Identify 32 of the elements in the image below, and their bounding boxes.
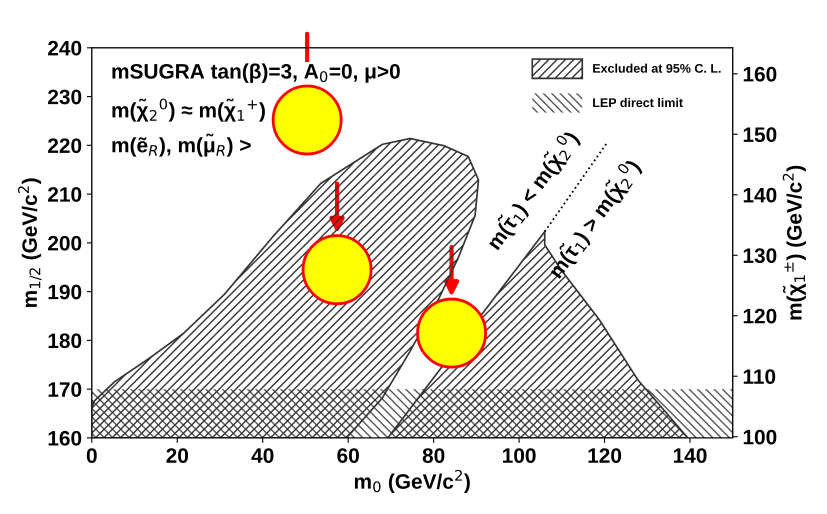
x-tick-label: 0 [86, 448, 97, 463]
y-tick-label: 170 [48, 382, 82, 397]
y-axis-title: m$_{1/2}$ (GeV/c$^{2}$) [18, 178, 42, 308]
y-tick-label: 190 [48, 284, 82, 300]
annotation: m(χ̃$_{2}$$^{0}$) ≈ m(χ̃$_{1}$$^{+}$) [112, 98, 265, 122]
legend-label: Excluded at 95% C. L. [593, 64, 721, 73]
y2-tick-label: 160 [744, 66, 776, 82]
y2-tick-label: 100 [744, 430, 776, 444]
y-tick-label: 220 [48, 138, 82, 154]
y2-tick-label: 150 [744, 127, 776, 142]
x-tick-label: 20 [166, 448, 188, 463]
y-tick-label: 180 [48, 333, 82, 348]
y2-axis-title: m(χ̃$_{1}$$^{±}$) (GeV/c$^{2}$) [782, 166, 806, 320]
y2-tick-label: 130 [744, 248, 776, 264]
x-tick-label: 120 [588, 448, 622, 463]
y-tick-label: 230 [48, 90, 82, 104]
x-tick-label: 60 [337, 448, 359, 463]
annotation: mSUGRA tan(β)=3, A$_{0}$=0, μ>0 [112, 63, 400, 83]
legend-label: LEP direct limit [593, 98, 683, 108]
x-tick-label: 100 [503, 448, 536, 463]
y-tick-label: 240 [48, 40, 82, 56]
annotation: m(ẽ$_{R}$), m(μ̃$_{R}$) > [112, 134, 251, 157]
x-axis-title: m$_{0}$ (GeV/c$^{2}$) [354, 470, 470, 493]
y2-tick-label: 140 [744, 188, 776, 203]
y-tick-label: 210 [48, 187, 82, 202]
y-tick-label: 200 [48, 236, 82, 251]
y-tick-label: 160 [48, 430, 82, 446]
x-tick-label: 80 [422, 448, 444, 463]
x-tick-label: 40 [251, 448, 274, 463]
x-tick-label: 140 [674, 448, 707, 463]
y2-tick-label: 120 [744, 308, 776, 324]
y2-tick-label: 110 [744, 369, 776, 384]
